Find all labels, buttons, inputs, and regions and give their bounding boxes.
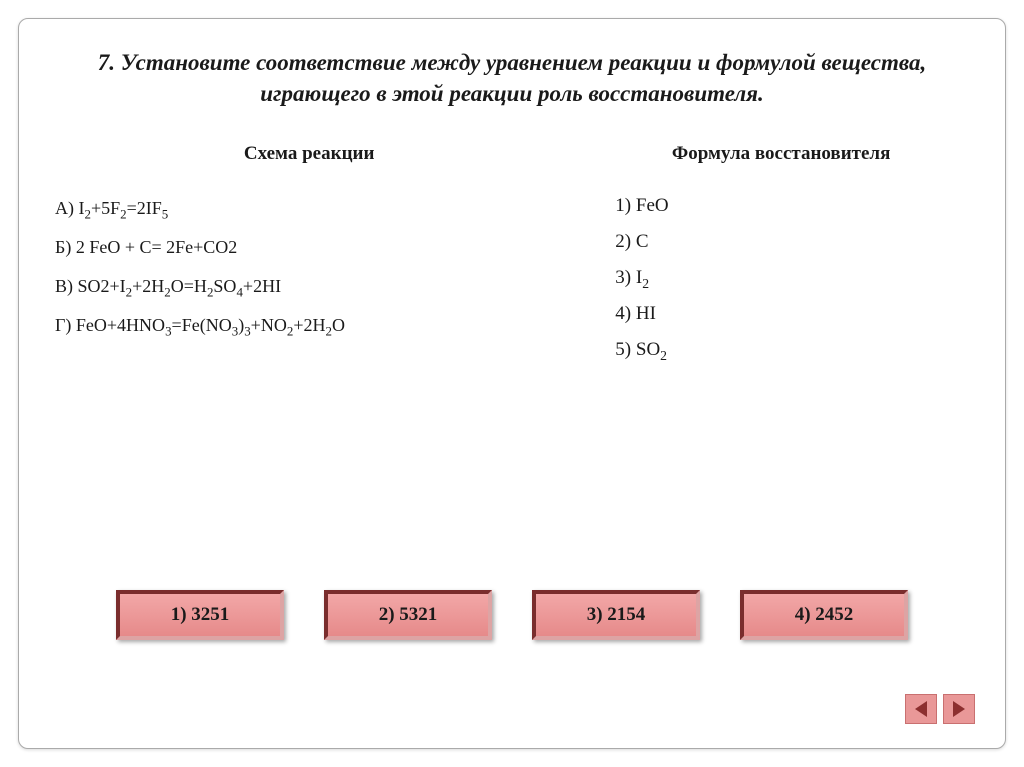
reaction-v: В) SO2+I2+2H2O=H2SO4+2HI <box>55 273 563 300</box>
slide-frame: 7. Установите соответствие между уравнен… <box>18 18 1006 749</box>
answer-list: 1) FeO 2) C 3) I2 4) HI 5) SO2 <box>593 195 969 361</box>
answer-2: 2) C <box>615 231 969 253</box>
option-4-button[interactable]: 4) 2452 <box>740 590 908 640</box>
left-column: Схема реакции А) I2+5F2=2IF5 Б) 2 FeO + … <box>55 143 563 375</box>
triangle-right-icon <box>951 700 967 718</box>
option-buttons: 1) 3251 2) 5321 3) 2154 4) 2452 <box>19 590 1005 640</box>
reaction-g: Г) FeO+4HNO3=Fe(NO3)3+NO2+2H2O <box>55 312 563 339</box>
triangle-left-icon <box>913 700 929 718</box>
answer-5: 5) SO2 <box>615 339 969 361</box>
option-1-button[interactable]: 1) 3251 <box>116 590 284 640</box>
left-column-header: Схема реакции <box>55 143 563 165</box>
answer-3: 3) I2 <box>615 267 969 289</box>
content-columns: Схема реакции А) I2+5F2=2IF5 Б) 2 FeO + … <box>55 143 969 375</box>
question-title: 7. Установите соответствие между уравнен… <box>55 47 969 109</box>
answer-4: 4) HI <box>615 303 969 325</box>
right-column-header: Формула восстановителя <box>593 143 969 165</box>
answer-1: 1) FeO <box>615 195 969 217</box>
nav-controls <box>905 694 975 724</box>
option-2-button[interactable]: 2) 5321 <box>324 590 492 640</box>
prev-button[interactable] <box>905 694 937 724</box>
option-3-button[interactable]: 3) 2154 <box>532 590 700 640</box>
reaction-a: А) I2+5F2=2IF5 <box>55 195 563 222</box>
reaction-b: Б) 2 FeO + C= 2Fe+CO2 <box>55 234 563 261</box>
right-column: Формула восстановителя 1) FeO 2) C 3) I2… <box>593 143 969 375</box>
next-button[interactable] <box>943 694 975 724</box>
reaction-list: А) I2+5F2=2IF5 Б) 2 FeO + C= 2Fe+CO2 В) … <box>55 195 563 339</box>
